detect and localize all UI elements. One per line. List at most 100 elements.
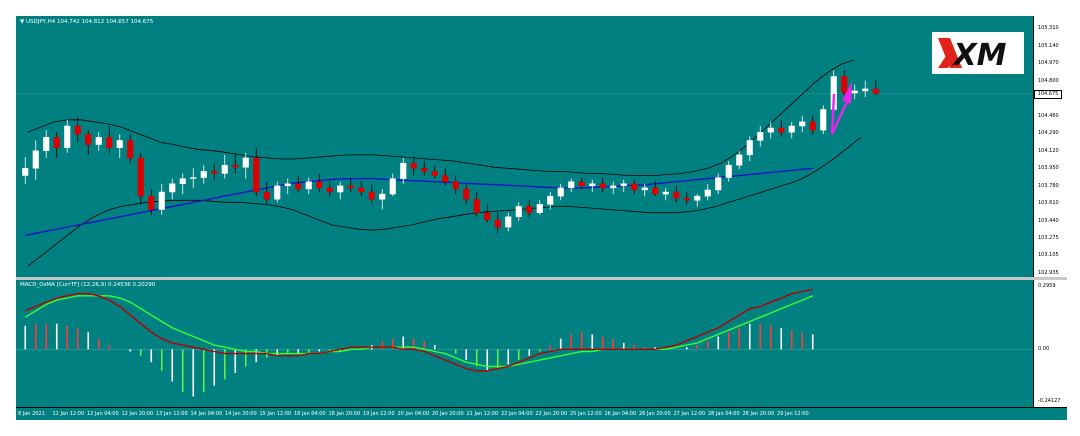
- upper-band-line: [27, 59, 855, 176]
- bull-candle: [284, 183, 291, 187]
- bull-candle: [179, 178, 186, 185]
- indicator-axis-label: 0.2959: [1038, 283, 1056, 289]
- bear-candle: [253, 157, 260, 193]
- bull-candle: [568, 181, 575, 189]
- xm-logo-red-slash: [938, 38, 962, 68]
- bull-candle: [620, 183, 627, 187]
- time-axis-label: 21 Jan 12:00: [466, 411, 499, 417]
- time-axis-label: 29 Jan 12:00: [777, 411, 809, 417]
- price-axis-label: 105.310: [1038, 25, 1059, 31]
- price-axis-label: 105.140: [1038, 42, 1059, 49]
- bull-candle: [662, 191, 669, 195]
- bear-candle: [53, 137, 60, 148]
- bull-candle: [746, 140, 753, 156]
- time-axis-label: 22 Jan 04:00: [501, 411, 533, 417]
- bull-candle: [200, 171, 207, 178]
- bear-candle: [841, 76, 848, 94]
- bull-candle: [43, 137, 50, 152]
- bull-candle: [389, 178, 396, 195]
- time-axis-label: 26 Jan 04:00: [604, 411, 637, 417]
- chart-window[interactable]: ▼ USDJPY,H4 104.742 104.812 104.657 104.…: [16, 16, 1068, 420]
- bear-candle: [410, 162, 417, 169]
- bull-candle: [725, 164, 732, 178]
- bull-candle: [95, 137, 102, 145]
- bull-candle: [788, 125, 795, 133]
- time-axis-label: 14 Jan 20:00: [225, 411, 257, 417]
- bull-candle: [22, 168, 29, 176]
- bull-candle: [274, 185, 281, 200]
- bear-candle: [484, 212, 491, 221]
- price-chart-pane[interactable]: ▼ USDJPY,H4 104.742 104.812 104.657 104.…: [16, 16, 1033, 277]
- bull-candle: [589, 183, 596, 187]
- time-axis-label: 28 Jan 20:00: [742, 411, 775, 417]
- xm-logo-text: XM: [952, 38, 1007, 73]
- macd-chart: [16, 288, 1033, 397]
- bear-candle: [326, 187, 333, 193]
- pane-divider[interactable]: [16, 277, 1067, 280]
- price-axis-label: 103.275: [1038, 234, 1059, 241]
- indicator-axis[interactable]: 0.2959 0.00 -0.24127: [1033, 280, 1068, 407]
- time-axis-label: 12 Jan 04:00: [87, 411, 119, 417]
- bear-candle: [316, 181, 323, 189]
- bear-candle: [431, 171, 438, 176]
- bear-candle: [494, 219, 501, 228]
- bear-candle: [127, 140, 134, 159]
- price-axis-label: 103.610: [1038, 200, 1059, 207]
- xm-logo-red-slash-2: [938, 56, 952, 68]
- bear-candle: [526, 206, 533, 213]
- xm-logo-mark: XM: [938, 38, 1007, 73]
- bull-candle: [767, 127, 774, 133]
- bear-candle: [473, 198, 480, 213]
- forecast-arrow: [830, 93, 849, 135]
- indicator-pane[interactable]: MACD_OsMA [CurrTF] (12,26,9) 0.24536 0.2…: [16, 280, 1033, 407]
- lower-band-line: [27, 136, 862, 267]
- bull-candle: [704, 189, 711, 197]
- bull-candle: [505, 216, 512, 228]
- bull-candle: [305, 181, 312, 190]
- bull-candle: [610, 185, 617, 189]
- bull-candle: [851, 90, 858, 94]
- price-axis[interactable]: 105.310105.140104.970104.800104.630104.4…: [1033, 16, 1068, 277]
- bear-candle: [211, 171, 218, 174]
- bear-candle: [106, 137, 113, 148]
- time-axis-label: 28 Jan 04:00: [708, 411, 740, 417]
- price-axis-label: 104.290: [1038, 130, 1059, 137]
- price-axis-label: 102.935: [1038, 270, 1059, 276]
- price-axis-label: 104.120: [1038, 147, 1059, 154]
- price-axis-label: 104.800: [1038, 77, 1059, 84]
- time-axis-label: 8 Jan 2021: [18, 411, 45, 417]
- bull-candle: [715, 177, 722, 191]
- signal-line: [24, 295, 814, 368]
- bear-candle: [652, 187, 659, 195]
- time-axis-label: 27 Jan 12:00: [673, 411, 706, 417]
- bear-candle: [452, 181, 459, 190]
- bear-candle: [578, 181, 585, 187]
- price-axis-label: 104.460: [1038, 112, 1059, 119]
- time-axis-label: 25 Jan 12:00: [570, 411, 602, 417]
- time-axis-label: 19 Jan 12:00: [363, 411, 395, 417]
- bull-candle: [221, 164, 228, 174]
- bear-candle: [347, 185, 354, 189]
- time-axis[interactable]: 8 Jan 2021 11 Jan 12:00 12 Jan 04:00 12 Jan…: [16, 407, 1067, 420]
- bull-candle: [190, 177, 197, 179]
- time-axis-label: 18 Jan 20:00: [328, 411, 361, 417]
- bear-candle: [358, 187, 365, 193]
- time-axis-label: 22 Jan 20:00: [535, 411, 568, 417]
- price-axis-label: 103.950: [1038, 165, 1059, 172]
- macd-line: [25, 288, 813, 372]
- bear-candle: [295, 183, 302, 190]
- bull-candle: [757, 131, 764, 141]
- bear-candle: [778, 127, 785, 133]
- time-axis-label: 13 Jan 12:00: [156, 411, 188, 417]
- bull-candle: [536, 204, 543, 213]
- bear-candle: [85, 134, 92, 145]
- bull-candle: [337, 185, 344, 193]
- bull-candle: [32, 150, 39, 169]
- bear-candle: [421, 168, 428, 172]
- current-price-tag: 104.675: [1034, 89, 1062, 99]
- bull-candle: [641, 187, 648, 191]
- time-axis-label: 14 Jan 04:00: [190, 411, 223, 417]
- price-axis-label: 104.970: [1038, 60, 1059, 67]
- bear-candle: [442, 175, 449, 182]
- time-axis-label: 20 Jan 20:00: [432, 411, 464, 417]
